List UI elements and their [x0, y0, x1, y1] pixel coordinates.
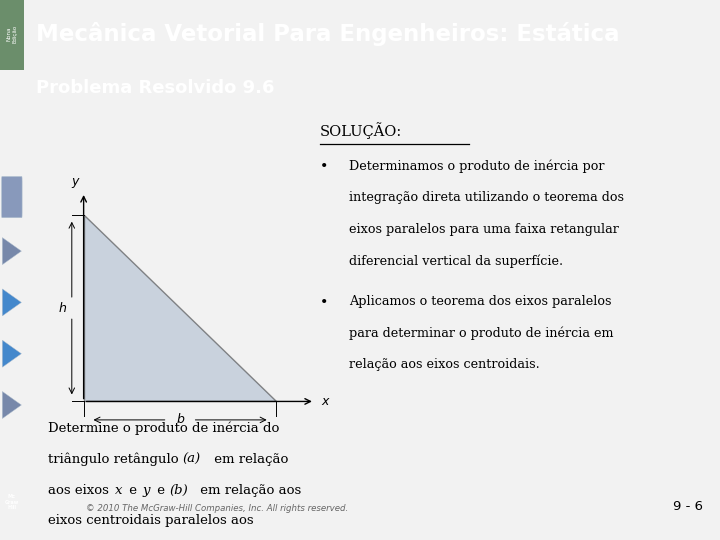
FancyBboxPatch shape — [1, 177, 22, 218]
Text: (a): (a) — [182, 453, 201, 465]
Text: Problema Resolvido 9.6: Problema Resolvido 9.6 — [36, 79, 275, 97]
Text: aos eixos: aos eixos — [48, 483, 113, 496]
Text: Aplicamos o teorema dos eixos paralelos: Aplicamos o teorema dos eixos paralelos — [349, 295, 611, 308]
Text: x: x — [322, 395, 329, 408]
Text: relação aos eixos centroidais.: relação aos eixos centroidais. — [349, 358, 540, 371]
Text: 9 - 6: 9 - 6 — [672, 501, 703, 514]
Text: integração direta utilizando o teorema dos: integração direta utilizando o teorema d… — [349, 191, 624, 204]
Text: y: y — [71, 175, 79, 188]
Text: e: e — [125, 483, 142, 496]
Text: em relação: em relação — [210, 453, 288, 465]
Text: Determine o produto de inércia do: Determine o produto de inércia do — [48, 422, 279, 435]
Text: b: b — [176, 414, 184, 427]
Text: eixos paralelos para uma faixa retangular: eixos paralelos para uma faixa retangula… — [349, 222, 618, 235]
Polygon shape — [2, 340, 22, 367]
Text: x: x — [115, 483, 122, 496]
Text: e: e — [153, 483, 168, 496]
Text: para determinar o produto de inércia em: para determinar o produto de inércia em — [349, 326, 613, 340]
Text: •: • — [320, 159, 328, 173]
Text: Mc
Graw
Hill: Mc Graw Hill — [5, 494, 19, 510]
Polygon shape — [2, 289, 22, 316]
Text: diferencial vertical da superfície.: diferencial vertical da superfície. — [349, 254, 563, 268]
Text: h: h — [58, 301, 66, 315]
Text: Nona
Edição: Nona Edição — [6, 24, 17, 43]
Text: •: • — [320, 295, 328, 309]
FancyBboxPatch shape — [0, 0, 24, 70]
Text: triângulo retângulo: triângulo retângulo — [48, 453, 183, 466]
Text: eixos centroidais paralelos aos: eixos centroidais paralelos aos — [48, 514, 253, 527]
Text: Mecânica Vetorial Para Engenheiros: Estática: Mecânica Vetorial Para Engenheiros: Está… — [36, 22, 620, 46]
Text: © 2010 The McGraw-Hill Companies, Inc. All rights reserved.: © 2010 The McGraw-Hill Companies, Inc. A… — [86, 504, 348, 514]
Polygon shape — [2, 392, 22, 418]
Text: SOLUÇÃO:: SOLUÇÃO: — [320, 123, 402, 139]
Polygon shape — [84, 215, 276, 401]
Text: y: y — [142, 483, 150, 496]
Text: (b): (b) — [169, 483, 188, 496]
Text: Determinamos o produto de inércia por: Determinamos o produto de inércia por — [349, 159, 604, 173]
Polygon shape — [2, 238, 22, 265]
Text: em relação aos: em relação aos — [197, 483, 302, 496]
